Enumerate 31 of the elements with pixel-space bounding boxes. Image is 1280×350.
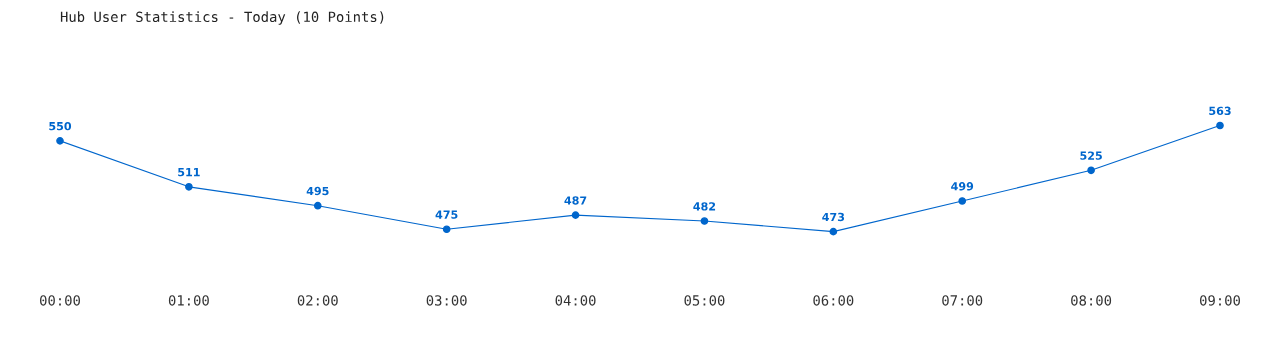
data-label: 550 bbox=[49, 121, 72, 131]
x-tick-label: 08:00 bbox=[1071, 295, 1112, 306]
point bbox=[700, 217, 709, 225]
data-label: 475 bbox=[435, 210, 458, 219]
point bbox=[185, 183, 193, 191]
data-label: 511 bbox=[178, 168, 200, 177]
x-tick-label: 04:00 bbox=[555, 295, 596, 306]
data-label: 482 bbox=[693, 202, 716, 211]
data-label: 499 bbox=[951, 182, 974, 191]
x-tick-label: 09:00 bbox=[1200, 295, 1240, 306]
x-tick-label: 06:00 bbox=[813, 295, 854, 306]
x-tick-label: 07:00 bbox=[942, 295, 983, 306]
data-label: 563 bbox=[1209, 106, 1231, 116]
point bbox=[829, 227, 838, 236]
data-label: 473 bbox=[822, 212, 845, 222]
point bbox=[571, 211, 580, 219]
point bbox=[56, 137, 64, 145]
chart-title: Hub User Statistics - Today (10 Points) bbox=[60, 11, 384, 25]
x-tick-label: 05:00 bbox=[684, 295, 725, 306]
x-tick-label: 03:00 bbox=[426, 295, 467, 306]
point bbox=[442, 225, 451, 234]
point bbox=[313, 201, 322, 210]
data-label: 525 bbox=[1080, 151, 1102, 160]
point bbox=[1216, 121, 1224, 130]
point bbox=[958, 197, 967, 205]
x-tick-label: 02:00 bbox=[297, 295, 338, 306]
point bbox=[1087, 166, 1095, 175]
data-label: 487 bbox=[564, 196, 587, 205]
data-label: 495 bbox=[306, 186, 329, 196]
x-tick-label: 00:00 bbox=[40, 295, 80, 306]
x-tick-label: 01:00 bbox=[168, 295, 209, 306]
